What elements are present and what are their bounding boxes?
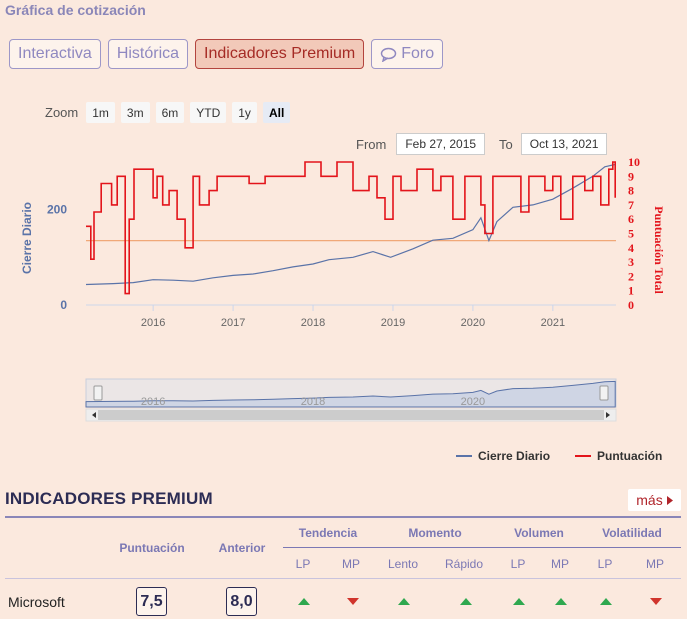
range-from-label: From [356, 136, 387, 152]
scroll-left-icon[interactable] [92, 412, 96, 418]
header-sub-lp: LP [597, 557, 613, 571]
scroll-right-icon[interactable] [606, 412, 610, 418]
signal-up-icon [555, 598, 567, 605]
header-sub-mp: MP [342, 557, 360, 571]
company-name[interactable]: Microsoft [8, 594, 65, 610]
right-tick-label: 6 [628, 212, 634, 226]
x-tick-label: 2019 [381, 317, 405, 329]
right-tick-label: 10 [628, 155, 640, 169]
right-tick-label: 8 [628, 184, 634, 198]
header-sub-lp: LP [510, 557, 526, 571]
table-row-divider [5, 578, 681, 579]
zoom-label: Zoom [45, 105, 79, 120]
range-from-input[interactable]: Feb 27, 2015 [396, 133, 486, 155]
header-group-volatilidad: Volatilidad [602, 526, 662, 540]
zoom-bar: Zoom 1m 3m 6m YTD 1y All [45, 102, 291, 123]
navigator-scrollbar-thumb[interactable] [98, 410, 604, 420]
signal-up-icon [398, 598, 410, 605]
legend-score[interactable]: Puntuación [575, 449, 662, 463]
signal-up-icon [513, 598, 525, 605]
legend-score-label: Puntuación [597, 449, 663, 463]
score-series-line [86, 161, 616, 295]
right-tick-label: 9 [628, 169, 634, 183]
zoom-all-button[interactable]: All [262, 102, 291, 123]
tab-historica[interactable]: Histórica [107, 39, 189, 69]
header-sub-lp: LP [295, 557, 311, 571]
right-tick-label: 3 [628, 255, 634, 269]
navigator-tick-label: 2020 [461, 396, 485, 408]
x-tick-label: 2016 [141, 317, 165, 329]
header-score: Puntuación [119, 541, 185, 555]
signal-down-icon [347, 598, 359, 605]
zoom-1m-button[interactable]: 1m [86, 102, 115, 123]
header-group-momento: Momento [408, 526, 462, 540]
signal-down-icon [650, 598, 662, 605]
range-to-input[interactable]: Oct 13, 2021 [520, 133, 608, 155]
chevron-right-icon [666, 495, 673, 505]
chat-bubble-icon [380, 47, 397, 62]
right-tick-label: 5 [628, 227, 634, 241]
more-button-label: más [636, 492, 663, 508]
zoom-ytd-button[interactable]: YTD [190, 102, 227, 123]
right-tick-label: 1 [628, 284, 634, 298]
range-to: To Oct 13, 2021 [499, 133, 608, 155]
group-rule-volumen [493, 547, 583, 548]
navigator-tick-label: 2018 [301, 396, 325, 408]
previous-score-value: 8,0 [226, 587, 257, 616]
group-rule-momento [375, 547, 493, 548]
zoom-6m-button[interactable]: 6m [155, 102, 185, 123]
left-axis-label: Cierre Diario [20, 202, 34, 274]
left-tick-label: 0 [60, 298, 67, 312]
right-tick-label: 4 [628, 241, 634, 255]
tab-foro[interactable]: Foro [371, 39, 444, 69]
navigator-series [85, 380, 616, 408]
signal-up-icon [460, 598, 472, 605]
section-title: Gráfica de cotización [5, 2, 146, 18]
group-rule-volatilidad [583, 547, 681, 548]
legend-close-label: Cierre Diario [478, 449, 551, 463]
navigator-right-handle[interactable] [599, 385, 609, 401]
tab-foro-label: Foro [401, 45, 435, 62]
premium-title: INDICADORES PREMIUM [5, 489, 213, 508]
header-sub-mp: MP [551, 557, 569, 571]
navigator-tick-label: 2016 [141, 396, 165, 408]
header-sub-lento: Lento [387, 557, 419, 571]
navigator-left-handle[interactable] [93, 385, 103, 401]
range-to-label: To [499, 136, 513, 152]
header-sub-rapido: Rápido [444, 557, 484, 571]
more-button[interactable]: más [628, 489, 681, 511]
signal-up-icon [600, 598, 612, 605]
right-tick-label: 0 [628, 298, 634, 312]
right-axis-label: Puntuación Total [652, 206, 666, 294]
legend-score-swatch [575, 455, 591, 457]
close-series-line [85, 163, 616, 286]
zoom-1y-button[interactable]: 1y [232, 102, 257, 123]
legend-close-swatch [456, 455, 472, 457]
x-tick-label: 2018 [301, 317, 325, 329]
header-group-volumen: Volumen [514, 526, 564, 540]
header-previous: Anterior [218, 541, 266, 555]
right-tick-label: 2 [628, 269, 634, 283]
range-from: From Feb 27, 2015 [356, 133, 486, 155]
premium-divider [5, 516, 681, 518]
left-tick-label: 200 [47, 203, 67, 217]
legend-close[interactable]: Cierre Diario [456, 449, 550, 463]
header-group-tendencia: Tendencia [298, 526, 358, 540]
header-sub-mp: MP [646, 557, 664, 571]
tab-interactiva[interactable]: Interactiva [9, 39, 101, 69]
x-tick-label: 2020 [461, 317, 485, 329]
signal-up-icon [298, 598, 310, 605]
zoom-3m-button[interactable]: 3m [120, 102, 150, 123]
x-tick-label: 2021 [541, 317, 565, 329]
tab-indicadores-premium[interactable]: Indicadores Premium [195, 39, 365, 69]
group-rule-tendencia [283, 547, 375, 548]
right-tick-label: 7 [628, 198, 634, 212]
x-tick-label: 2017 [221, 317, 245, 329]
score-value: 7,5 [136, 587, 167, 616]
chart-tabs: Interactiva Histórica Indicadores Premiu… [9, 39, 444, 69]
